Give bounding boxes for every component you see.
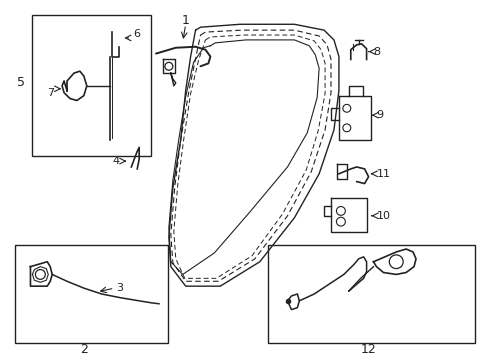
Bar <box>267 245 474 343</box>
Bar <box>15 245 167 343</box>
Text: 1: 1 <box>182 14 189 27</box>
Text: 3: 3 <box>116 283 122 293</box>
Bar <box>32 14 151 156</box>
Text: 6: 6 <box>133 29 140 39</box>
Text: 12: 12 <box>360 343 376 356</box>
Text: 9: 9 <box>376 110 383 120</box>
Text: 7: 7 <box>47 88 54 98</box>
Text: 2: 2 <box>80 343 88 356</box>
Text: 11: 11 <box>376 169 390 179</box>
Text: 4: 4 <box>112 156 119 166</box>
Text: 10: 10 <box>376 211 390 221</box>
Text: 8: 8 <box>373 47 380 57</box>
Text: 5: 5 <box>17 76 24 89</box>
